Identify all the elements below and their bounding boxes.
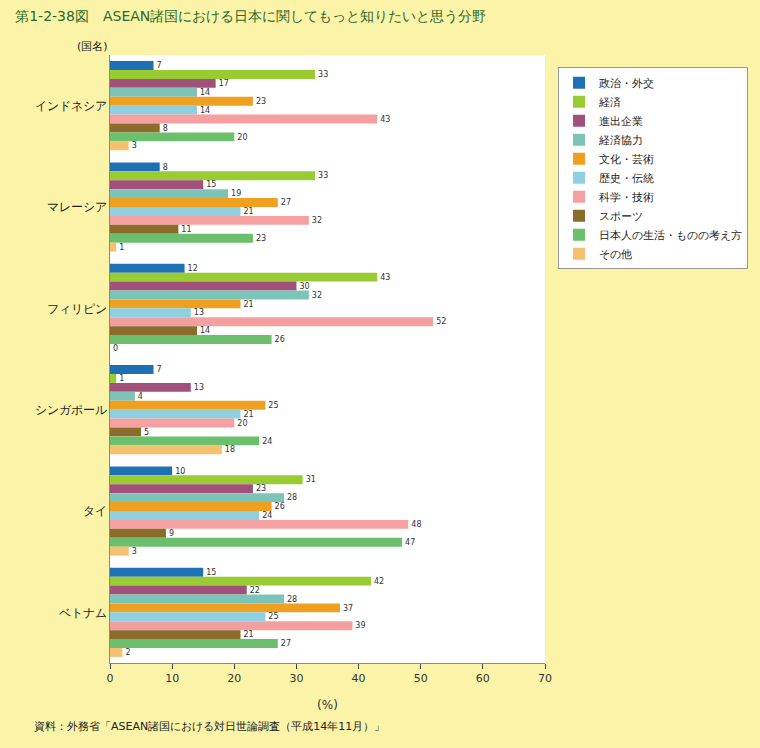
svg-text:32: 32	[312, 216, 322, 225]
svg-text:1: 1	[119, 374, 124, 383]
svg-text:21: 21	[244, 630, 254, 639]
svg-text:文化・芸術: 文化・芸術	[599, 153, 654, 166]
svg-text:4: 4	[138, 392, 143, 401]
svg-text:28: 28	[287, 595, 297, 604]
svg-text:政治・外交: 政治・外交	[599, 77, 654, 90]
svg-text:10: 10	[165, 672, 179, 685]
svg-text:インドネシア: インドネシア	[35, 99, 107, 113]
svg-text:52: 52	[436, 317, 446, 326]
svg-text:20: 20	[237, 419, 247, 428]
svg-text:(%): (%)	[317, 698, 338, 712]
svg-text:タイ: タイ	[83, 504, 107, 518]
svg-text:科学・技術: 科学・技術	[599, 191, 654, 204]
svg-text:43: 43	[380, 273, 390, 282]
svg-text:12: 12	[188, 264, 198, 273]
svg-text:マレーシア: マレーシア	[47, 200, 107, 214]
svg-text:13: 13	[194, 383, 204, 392]
svg-text:15: 15	[206, 568, 216, 577]
svg-text:26: 26	[275, 335, 285, 344]
svg-text:48: 48	[411, 520, 421, 529]
svg-text:32: 32	[312, 291, 322, 300]
svg-text:21: 21	[244, 300, 254, 309]
svg-text:27: 27	[281, 639, 291, 648]
svg-text:25: 25	[268, 401, 278, 410]
svg-text:日本人の生活・ものの考え方: 日本人の生活・ものの考え方	[599, 229, 742, 242]
svg-text:シンガポール: シンガポール	[35, 403, 107, 417]
svg-text:27: 27	[281, 198, 291, 207]
svg-text:21: 21	[244, 410, 254, 419]
svg-text:24: 24	[262, 511, 272, 520]
svg-text:10: 10	[175, 467, 185, 476]
svg-text:50: 50	[414, 672, 428, 685]
svg-text:進出企業: 進出企業	[599, 115, 643, 128]
svg-text:11: 11	[181, 225, 191, 234]
svg-text:17: 17	[219, 79, 229, 88]
svg-text:5: 5	[144, 428, 149, 437]
svg-text:スポーツ: スポーツ	[599, 210, 643, 223]
svg-text:2: 2	[125, 648, 130, 657]
svg-text:経済協力: 経済協力	[598, 134, 643, 147]
svg-text:33: 33	[318, 70, 328, 79]
svg-text:47: 47	[405, 538, 415, 547]
svg-text:14: 14	[200, 106, 210, 115]
svg-text:20: 20	[227, 672, 241, 685]
svg-text:25: 25	[268, 612, 278, 621]
svg-text:42: 42	[374, 577, 384, 586]
svg-text:ベトナム: ベトナム	[59, 606, 107, 620]
svg-text:(国名): (国名)	[77, 40, 108, 53]
svg-text:30: 30	[299, 282, 309, 291]
svg-text:第1-2-38図 ASEAN諸国における日本に関してもっと知: 第1-2-38図 ASEAN諸国における日本に関してもっと知りたいと思う分野	[15, 8, 486, 24]
svg-text:7: 7	[157, 61, 162, 70]
svg-text:資料：外務省「ASEAN諸国における対日世論調査（平成14年: 資料：外務省「ASEAN諸国における対日世論調査（平成14年11月）」	[34, 720, 385, 733]
svg-text:3: 3	[132, 141, 137, 150]
svg-text:14: 14	[200, 326, 210, 335]
svg-text:24: 24	[262, 437, 272, 446]
svg-text:3: 3	[132, 547, 137, 556]
svg-text:23: 23	[256, 234, 266, 243]
svg-text:7: 7	[157, 365, 162, 374]
svg-text:23: 23	[256, 97, 266, 106]
svg-text:40: 40	[352, 672, 366, 685]
svg-text:19: 19	[231, 189, 241, 198]
svg-text:26: 26	[275, 502, 285, 511]
svg-text:39: 39	[355, 621, 365, 630]
svg-text:18: 18	[225, 445, 235, 454]
svg-text:70: 70	[538, 672, 552, 685]
svg-text:20: 20	[237, 133, 247, 142]
svg-text:フィリピン: フィリピン	[47, 302, 107, 316]
svg-text:1: 1	[119, 243, 124, 252]
svg-text:21: 21	[244, 207, 254, 216]
svg-text:31: 31	[306, 475, 316, 484]
svg-text:60: 60	[476, 672, 490, 685]
svg-text:14: 14	[200, 88, 210, 97]
svg-text:経済: 経済	[598, 96, 621, 109]
svg-text:歴史・伝統: 歴史・伝統	[599, 172, 654, 185]
svg-text:23: 23	[256, 484, 266, 493]
svg-text:0: 0	[107, 672, 114, 685]
svg-text:28: 28	[287, 493, 297, 502]
svg-text:43: 43	[380, 115, 390, 124]
svg-text:8: 8	[163, 163, 168, 172]
svg-text:22: 22	[250, 586, 260, 595]
svg-text:9: 9	[169, 529, 174, 538]
svg-text:15: 15	[206, 180, 216, 189]
svg-text:13: 13	[194, 308, 204, 317]
svg-text:0: 0	[113, 344, 118, 353]
svg-text:8: 8	[163, 124, 168, 133]
svg-text:30: 30	[289, 672, 303, 685]
svg-text:33: 33	[318, 171, 328, 180]
svg-text:37: 37	[343, 604, 353, 613]
svg-text:その他: その他	[599, 248, 632, 261]
